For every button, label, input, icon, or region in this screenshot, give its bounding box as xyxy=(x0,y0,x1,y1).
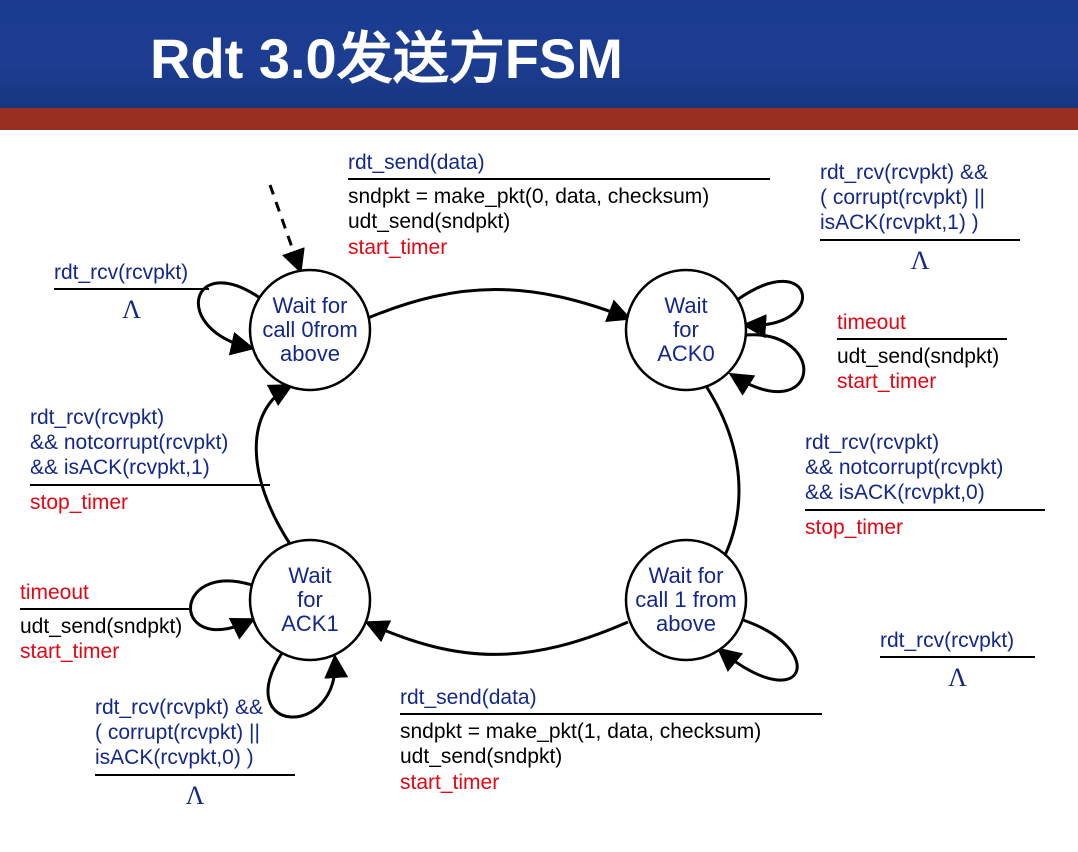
rule xyxy=(348,178,770,180)
accent-bar xyxy=(0,108,1078,130)
rule xyxy=(400,713,822,715)
state-s1: Wait forcall 1 fromabove xyxy=(626,540,746,660)
label-a1-timeout: timeout udt_send(sndpkt) start_timer xyxy=(20,580,190,665)
diagram-stage: Wait forcall 0fromaboveWaitforACK0Wait f… xyxy=(0,130,1078,852)
page-title: Rdt 3.0发送方FSM xyxy=(150,14,623,95)
state-label: call 1 from xyxy=(635,587,736,612)
label-a1-corrupt: rdt_rcv(rcvpkt) && ( corrupt(rcvpkt) || … xyxy=(95,695,295,811)
label-s1-selfloop: rdt_rcv(rcvpkt) Λ xyxy=(880,628,1035,693)
nodes-group: Wait forcall 0fromaboveWaitforACK0Wait f… xyxy=(250,270,746,660)
label-a0-corrupt: rdt_rcv(rcvpkt) && ( corrupt(rcvpkt) || … xyxy=(820,160,1020,276)
label-a0-timeout: timeout udt_send(sndpkt) start_timer xyxy=(837,310,1007,395)
state-label: ACK1 xyxy=(281,611,338,636)
rule xyxy=(95,774,295,776)
state-label: ACK0 xyxy=(657,341,714,366)
rule xyxy=(30,484,270,486)
edge-init xyxy=(270,185,300,270)
edge-s0-a0 xyxy=(368,290,628,319)
label-bottom-send: rdt_send(data) sndpkt = make_pkt(1, data… xyxy=(400,685,822,795)
state-a1: WaitforACK1 xyxy=(250,540,370,660)
rule xyxy=(54,288,209,290)
header: Rdt 3.0发送方FSM xyxy=(0,0,1078,108)
state-label: call 0from xyxy=(262,317,357,342)
state-label: for xyxy=(673,317,699,342)
state-label: above xyxy=(280,341,340,366)
label-s0-selfloop: rdt_rcv(rcvpkt) Λ xyxy=(54,260,209,325)
edge-s1-a1 xyxy=(368,622,628,654)
edge-a1-loop1 xyxy=(191,581,253,630)
label-top-send: rdt_send(data) sndpkt = make_pkt(0, data… xyxy=(348,150,770,260)
state-s0: Wait forcall 0fromabove xyxy=(250,270,370,390)
rule xyxy=(20,608,190,610)
state-label: Wait for xyxy=(273,293,348,318)
rule xyxy=(880,656,1035,658)
state-label: Wait for xyxy=(649,563,724,588)
rule xyxy=(837,338,1007,340)
state-label: for xyxy=(297,587,323,612)
state-label: Wait xyxy=(664,293,707,318)
label-ack1: rdt_rcv(rcvpkt) && notcorrupt(rcvpkt) &&… xyxy=(30,405,270,515)
rule xyxy=(820,239,1020,241)
state-label: above xyxy=(656,611,716,636)
label-ack0: rdt_rcv(rcvpkt) && notcorrupt(rcvpkt) &&… xyxy=(805,430,1045,540)
edge-a0-loop1 xyxy=(737,281,803,325)
rule xyxy=(805,509,1045,511)
state-a0: WaitforACK0 xyxy=(626,270,746,390)
state-label: Wait xyxy=(288,563,331,588)
